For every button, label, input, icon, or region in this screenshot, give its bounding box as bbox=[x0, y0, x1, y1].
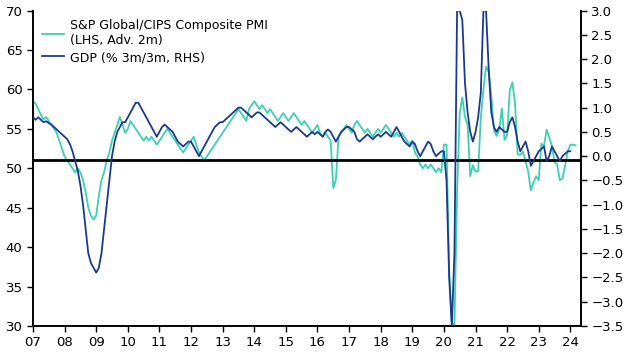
Legend: S&P Global/CIPS Composite PMI
(LHS, Adv. 2m), GDP (% 3m/3m, RHS): S&P Global/CIPS Composite PMI (LHS, Adv.… bbox=[36, 14, 274, 69]
